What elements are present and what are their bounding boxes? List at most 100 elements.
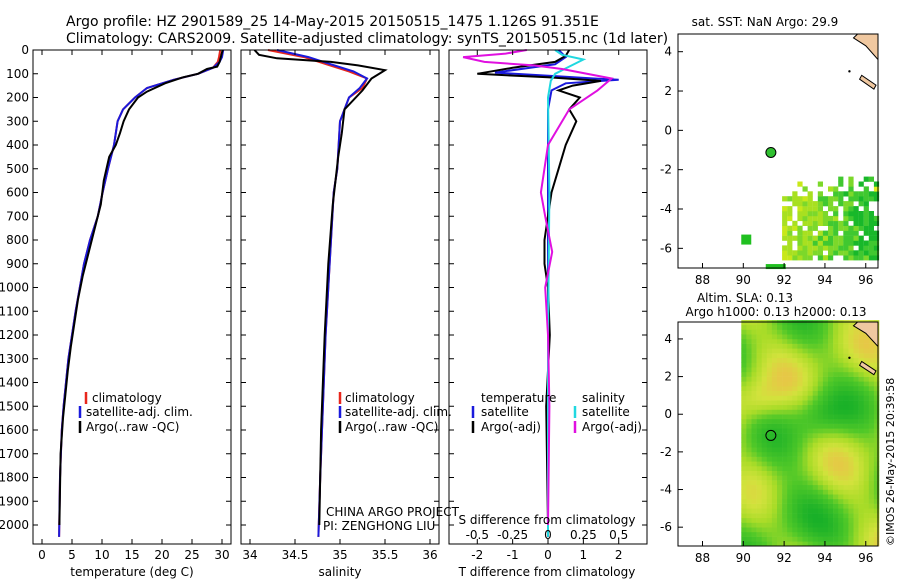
sla-cell (761, 480, 768, 486)
sla-cell (782, 480, 788, 486)
sla-cell (853, 371, 859, 377)
sla-cell (822, 395, 829, 401)
sla-cell (848, 400, 854, 406)
sla-cell (751, 466, 757, 471)
sla-cell (782, 320, 788, 326)
sla-cell (863, 503, 870, 509)
sla-cell (782, 461, 788, 467)
sla-cell (741, 433, 747, 439)
sla-cell (863, 409, 870, 415)
sst-cell (848, 225, 854, 231)
sla-cell (833, 343, 839, 349)
sst-cell (822, 211, 829, 217)
sla-cell (787, 456, 793, 462)
sla-cell (771, 400, 778, 406)
sla-cell (817, 489, 824, 495)
sla-cell (838, 489, 844, 495)
sla-cell (848, 503, 854, 509)
sla-cell (873, 414, 880, 420)
sla-cell (807, 522, 813, 528)
map-y-tick-label: -6 (660, 241, 672, 255)
sla-cell (817, 418, 824, 424)
sst-cell (807, 250, 813, 256)
sla-cell (802, 433, 808, 439)
sla-map-frame (677, 321, 879, 547)
sla-cell (761, 466, 768, 471)
sst-cell (797, 245, 803, 251)
sst-cell (812, 201, 818, 207)
sst-cell (843, 250, 849, 256)
sst-cell (782, 211, 788, 217)
sla-cell (802, 513, 808, 519)
sla-cell (751, 371, 757, 377)
sla-cell (807, 334, 813, 340)
sla-cell (766, 447, 773, 453)
sla-cell (756, 536, 762, 542)
sla-cell (766, 381, 773, 387)
sla-cell (741, 390, 747, 396)
sla-cell (838, 395, 844, 401)
sla-cell (751, 442, 757, 448)
sla-cell (797, 470, 803, 476)
sla-cell (802, 357, 808, 363)
sla-cell (751, 437, 757, 443)
sla-cell (853, 437, 859, 443)
sla-cell (802, 517, 808, 523)
sla-cell (802, 362, 808, 368)
sst-cell (807, 245, 813, 251)
sla-cell (792, 513, 798, 519)
sla-cell (812, 442, 819, 448)
sla-cell (833, 362, 839, 368)
sla-cell (843, 517, 849, 523)
sla-cell (812, 484, 819, 490)
sla-cell (812, 404, 819, 410)
sla-cell (812, 338, 819, 344)
sla-cell (853, 513, 859, 519)
sla-cell (863, 371, 870, 377)
sla-cell (761, 423, 768, 429)
sla-cell (771, 343, 778, 349)
sla-cell (822, 423, 829, 429)
sla-cell (812, 324, 819, 330)
sla-cell (777, 386, 783, 391)
sla-cell (797, 513, 803, 519)
sla-cell (812, 451, 819, 457)
sla-cell (807, 541, 813, 547)
temperature-xlabel: temperature (deg C) (70, 565, 193, 579)
sla-cell (843, 527, 849, 533)
sla-cell (833, 320, 839, 326)
sla-cell (777, 437, 783, 443)
sla-cell (843, 428, 849, 434)
sla-cell (858, 522, 864, 528)
sla-cell (817, 527, 824, 533)
sla-cell (863, 400, 870, 406)
sla-cell (863, 437, 870, 443)
sla-cell (868, 466, 875, 471)
sst-cell (792, 255, 798, 261)
sla-cell (838, 531, 844, 537)
sla-cell (863, 484, 870, 490)
sla-cell (751, 357, 757, 363)
sla-cell (868, 371, 875, 377)
y-tick-label: 0 (21, 43, 29, 57)
sla-cell (777, 423, 783, 429)
sla-cell (777, 329, 783, 335)
map-x-tick-label: 94 (817, 273, 832, 287)
sst-cell (807, 255, 813, 261)
sst-cell (848, 186, 854, 192)
sla-cell (766, 324, 773, 330)
sla-cell (802, 456, 808, 462)
sst-cell (838, 245, 844, 251)
sst-cell (828, 255, 834, 261)
sla-cell (853, 494, 859, 500)
sla-cell (782, 367, 788, 373)
temperature-panel: 0 5 10 15 20 25 30 010020030040050060070080090… (0, 43, 232, 579)
sla-cell (838, 484, 844, 490)
sla-cell (833, 418, 839, 424)
sla-cell (812, 456, 819, 462)
sla-cell (777, 414, 783, 420)
sla-cell (761, 456, 768, 462)
sst-cell (812, 245, 818, 251)
sla-cell (746, 433, 752, 439)
sla-cell (807, 461, 813, 467)
